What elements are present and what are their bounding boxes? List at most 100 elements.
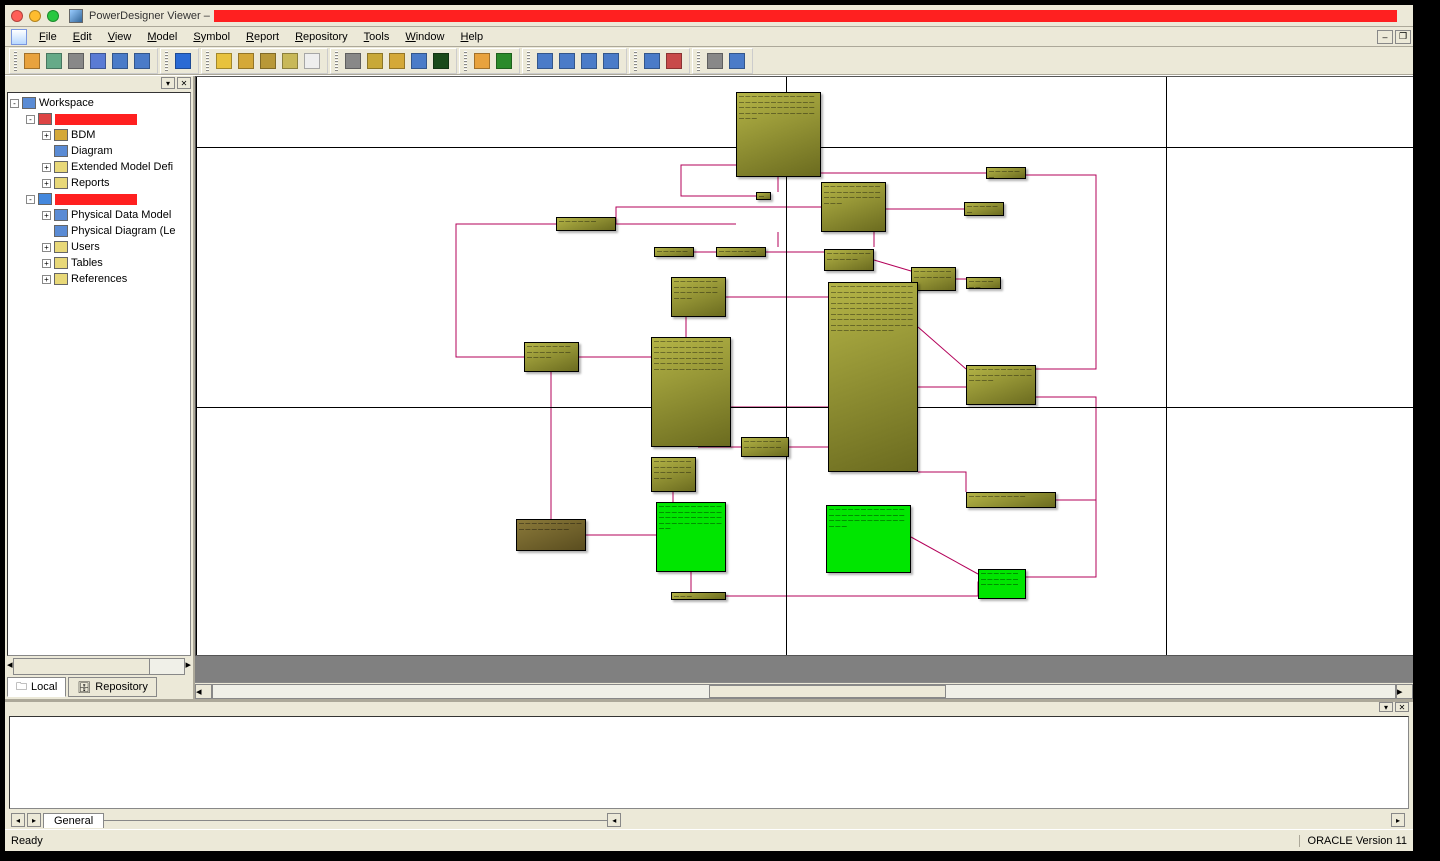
tree-node[interactable]: +Tables bbox=[10, 255, 188, 271]
window-button[interactable] bbox=[727, 51, 747, 71]
users-button[interactable] bbox=[642, 51, 662, 71]
new-folder-button[interactable] bbox=[214, 51, 234, 71]
expand-icon[interactable]: + bbox=[42, 179, 51, 188]
expand-icon[interactable]: + bbox=[42, 131, 51, 140]
open-button[interactable] bbox=[22, 51, 42, 71]
entity-e18[interactable]: — — — — — — — — — — — — — — — — — — — — … bbox=[651, 457, 696, 492]
fill-button[interactable] bbox=[365, 51, 385, 71]
tab-scroll-right[interactable]: ▸ bbox=[1391, 813, 1405, 827]
entity-e15[interactable]: — — — — — — — — — — — — — — — — — — bbox=[524, 342, 579, 372]
tree-node[interactable]: Physical Diagram (Le bbox=[10, 223, 188, 239]
tree-node[interactable]: -xxxx bbox=[10, 111, 188, 127]
blank-button[interactable] bbox=[302, 51, 322, 71]
expand-icon[interactable]: + bbox=[42, 211, 51, 220]
paste-button[interactable] bbox=[88, 51, 108, 71]
layout3-button[interactable] bbox=[579, 51, 599, 71]
pencil-button[interactable] bbox=[387, 51, 407, 71]
expand-icon[interactable]: + bbox=[42, 275, 51, 284]
scroll-right-button[interactable]: ▸ bbox=[1396, 684, 1413, 699]
output-tab-general[interactable]: General bbox=[43, 813, 104, 828]
expand-icon[interactable]: - bbox=[10, 99, 19, 108]
tree-node[interactable]: +BDM bbox=[10, 127, 188, 143]
expand-icon[interactable]: - bbox=[26, 195, 35, 204]
entity-e22[interactable]: — — — — — — — — — — — — — — — — — — — — … bbox=[826, 505, 911, 573]
entity-e12[interactable]: — — — — — — — — — — — — — — — — — — — — … bbox=[828, 282, 918, 472]
entity-e24[interactable]: — — — bbox=[671, 592, 726, 600]
menu-help[interactable]: Help bbox=[452, 29, 491, 45]
canvas-scroll[interactable]: — — — — — — — — — — — — — — — — — — — — … bbox=[195, 76, 1413, 682]
tree[interactable]: -Workspace-xxxx+BDMDiagram+Extended Mode… bbox=[8, 93, 190, 289]
entity-e1[interactable]: — — — — — — — — — — — — — — — — — — — — … bbox=[736, 92, 821, 177]
mdi-minimize-button[interactable]: – bbox=[1377, 30, 1393, 44]
output-close-button[interactable]: ✕ bbox=[1395, 702, 1409, 712]
menu-report[interactable]: Report bbox=[238, 29, 287, 45]
entity-e4[interactable]: — — — — — — — — — — — — — — — — — — — — … bbox=[821, 182, 886, 232]
entity-e9[interactable]: — — — — — — — — — — — — bbox=[824, 249, 874, 271]
entity-e21[interactable]: — — — — — — — — — — — — — — — — — — — — … bbox=[656, 502, 726, 572]
expand-icon[interactable]: + bbox=[42, 243, 51, 252]
expand-icon[interactable]: - bbox=[26, 115, 35, 124]
undo-button[interactable] bbox=[110, 51, 130, 71]
entity-e2[interactable]: — — — bbox=[756, 192, 771, 200]
wizard-button[interactable] bbox=[236, 51, 256, 71]
menu-repository[interactable]: Repository bbox=[287, 29, 356, 45]
compare-button[interactable] bbox=[280, 51, 300, 71]
close-icon[interactable] bbox=[11, 10, 23, 22]
menu-window[interactable]: Window bbox=[397, 29, 452, 45]
minimize-icon[interactable] bbox=[29, 10, 41, 22]
layout2-button[interactable] bbox=[557, 51, 577, 71]
diagram-canvas[interactable]: — — — — — — — — — — — — — — — — — — — — … bbox=[195, 76, 1413, 656]
menu-symbol[interactable]: Symbol bbox=[185, 29, 238, 45]
tree-node[interactable]: -Workspace bbox=[10, 95, 188, 111]
text-a-button[interactable] bbox=[409, 51, 429, 71]
find-button[interactable] bbox=[705, 51, 725, 71]
scroll-left-button[interactable]: ◂ bbox=[195, 684, 212, 699]
entity-e23[interactable]: — — — — — — — — — — — — — — — — — — bbox=[978, 569, 1026, 599]
tree-node[interactable]: -xxxx bbox=[10, 191, 188, 207]
tree-node[interactable]: +Users bbox=[10, 239, 188, 255]
bold-a-button[interactable] bbox=[431, 51, 451, 71]
entity-e16[interactable]: — — — — — — — — — — — — — — — — — — — — … bbox=[651, 337, 731, 447]
output-menu-button[interactable]: ▾ bbox=[1379, 702, 1393, 712]
app-menu-icon[interactable] bbox=[11, 29, 27, 45]
entity-e6[interactable]: — — — — — — bbox=[964, 202, 1004, 216]
tree-node[interactable]: +References bbox=[10, 271, 188, 287]
print-preview-button[interactable] bbox=[44, 51, 64, 71]
redo-button[interactable] bbox=[132, 51, 152, 71]
entity-e13[interactable]: — — — — — — bbox=[966, 277, 1001, 289]
tab-next-button[interactable]: ▸ bbox=[27, 813, 41, 827]
menu-tools[interactable]: Tools bbox=[356, 29, 398, 45]
menu-model[interactable]: Model bbox=[139, 29, 185, 45]
print-button[interactable] bbox=[66, 51, 86, 71]
sidebar-tab-local[interactable]: 🗀 Local bbox=[7, 677, 66, 697]
sidebar-menu-button[interactable]: ▾ bbox=[161, 77, 175, 89]
entity-e11[interactable]: — — — — — — — — — — — — — — — — — — — — … bbox=[671, 277, 726, 317]
menu-view[interactable]: View bbox=[100, 29, 140, 45]
entity-e19[interactable]: — — — — — — — — — bbox=[966, 492, 1056, 508]
canvas-hscroll[interactable]: ◂ ▸ bbox=[195, 682, 1413, 699]
link-button[interactable] bbox=[664, 51, 684, 71]
tab-prev-button[interactable]: ◂ bbox=[11, 813, 25, 827]
entity-e14[interactable]: — — — — — — — — — — — — — — — — — — — — … bbox=[966, 365, 1036, 405]
expand-icon[interactable]: + bbox=[42, 259, 51, 268]
entity-e3[interactable]: — — — — — — bbox=[556, 217, 616, 231]
layout4-button[interactable] bbox=[601, 51, 621, 71]
entity-e5[interactable]: — — — — — — bbox=[986, 167, 1026, 179]
tree-node[interactable]: +Extended Model Defi bbox=[10, 159, 188, 175]
tree-node[interactable]: Diagram bbox=[10, 143, 188, 159]
entity-e20[interactable]: — — — — — — — — — — — — — — — — — — bbox=[516, 519, 586, 551]
sidebar-close-button[interactable]: ✕ bbox=[177, 77, 191, 89]
scroll-thumb[interactable] bbox=[709, 685, 945, 698]
refresh-button[interactable] bbox=[494, 51, 514, 71]
zoom-icon[interactable] bbox=[47, 10, 59, 22]
sun-button[interactable] bbox=[472, 51, 492, 71]
tree-node[interactable]: +Reports bbox=[10, 175, 188, 191]
tab-scroll-left[interactable]: ◂ bbox=[607, 813, 621, 827]
layout1-button[interactable] bbox=[535, 51, 555, 71]
sidebar-tab-repository[interactable]: 🗄 Repository bbox=[68, 677, 157, 697]
scroll-track[interactable] bbox=[212, 684, 1396, 699]
entity-e17[interactable]: — — — — — — — — — — — — bbox=[741, 437, 789, 457]
mdi-restore-button[interactable]: ❐ bbox=[1395, 30, 1411, 44]
expand-icon[interactable]: + bbox=[42, 163, 51, 172]
web-button[interactable] bbox=[173, 51, 193, 71]
